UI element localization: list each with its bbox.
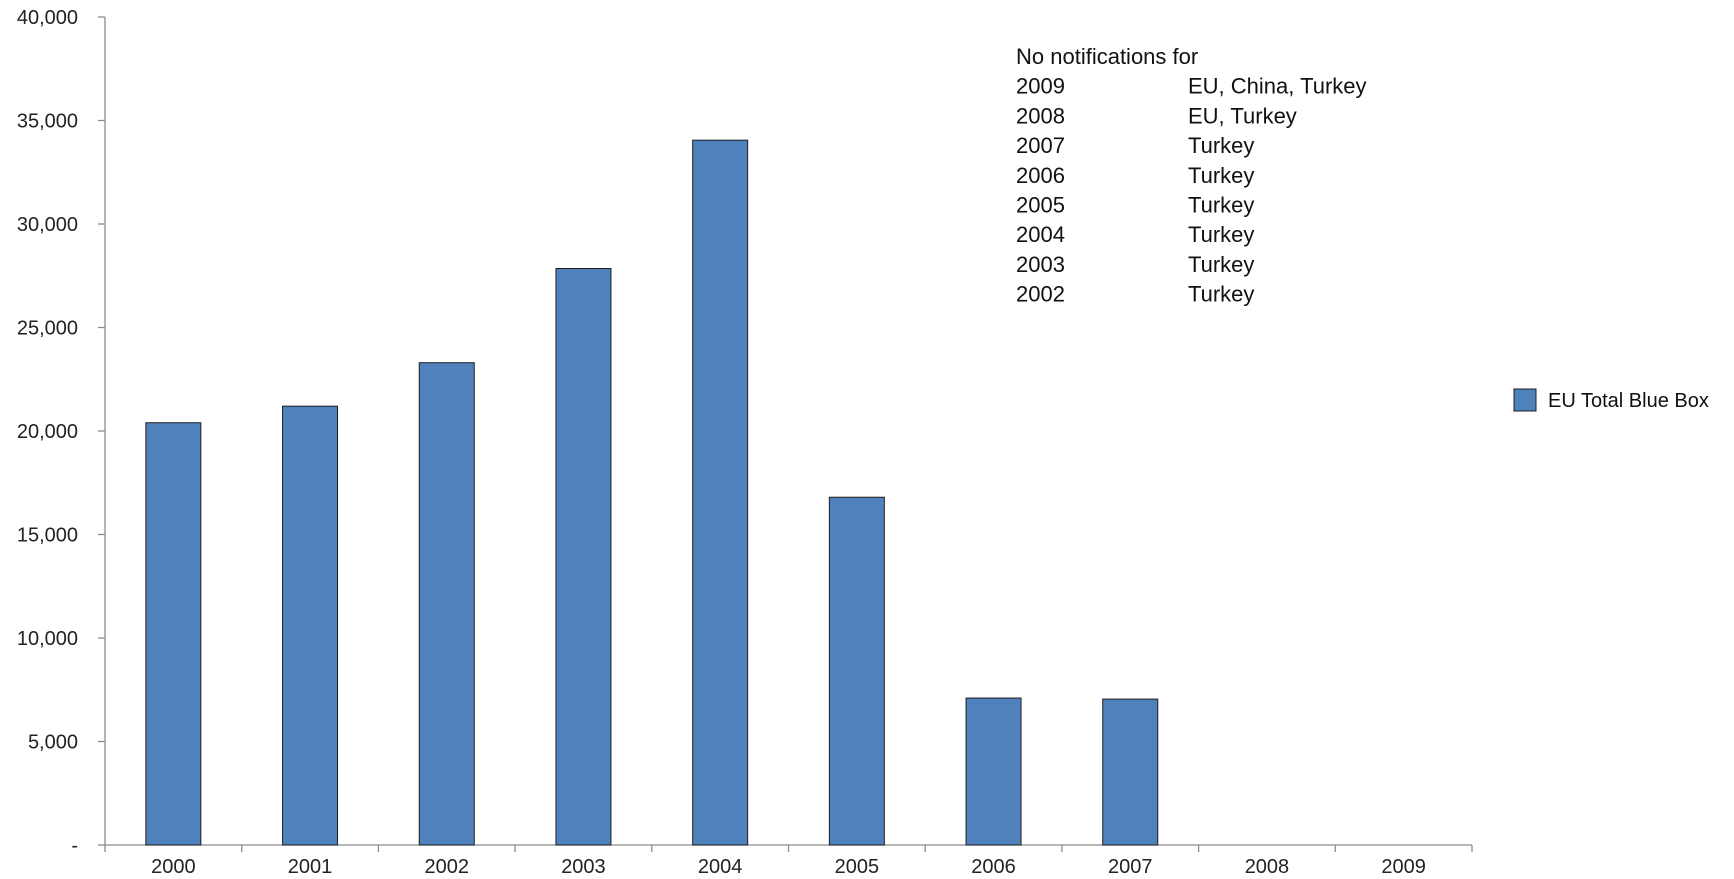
annotation-parties: EU, China, Turkey <box>1188 74 1367 99</box>
y-tick-label: 25,000 <box>17 318 78 340</box>
x-tick-label: 2002 <box>425 856 470 878</box>
bar-2000 <box>145 422 202 846</box>
annotation-parties: Turkey <box>1188 163 1254 188</box>
y-tick-label: 20,000 <box>17 421 78 443</box>
annotation-parties: Turkey <box>1188 252 1254 277</box>
legend: EU Total Blue Box <box>1513 388 1709 412</box>
annotation-year: 2008 <box>1016 103 1065 128</box>
bar-series <box>145 139 1159 846</box>
annotation-year: 2007 <box>1016 133 1065 158</box>
bar-2003 <box>555 268 612 846</box>
x-tick-label: 2009 <box>1381 856 1426 878</box>
bar-2005 <box>828 496 885 846</box>
annotation-parties: Turkey <box>1188 222 1254 247</box>
annotation-year: 2006 <box>1016 163 1065 188</box>
y-tick-label: - <box>71 835 78 857</box>
legend-label: EU Total Blue Box <box>1548 390 1709 412</box>
x-tick-label: 2005 <box>835 856 880 878</box>
bar-2004 <box>692 139 749 846</box>
legend-swatch <box>1513 388 1537 412</box>
annotation-parties: Turkey <box>1188 193 1254 218</box>
bar-2007 <box>1102 698 1159 846</box>
x-tick-label: 2008 <box>1245 856 1290 878</box>
annotation-year: 2003 <box>1016 252 1065 277</box>
bar-2001 <box>282 405 339 846</box>
annotation-parties: EU, Turkey <box>1188 103 1297 128</box>
annotation-year: 2004 <box>1016 222 1065 247</box>
notification-annotation: No notifications for 2009 EU, China, Turke… <box>1016 44 1367 307</box>
annotation-parties: Turkey <box>1188 282 1254 307</box>
y-tick-label: 5,000 <box>28 732 78 754</box>
x-tick-label: 2003 <box>561 856 606 878</box>
y-axis: - 5,000 10,000 15,000 20,000 25,000 30,000 35,0… <box>17 7 106 857</box>
bar-2002 <box>418 362 475 846</box>
x-tick-label: 2007 <box>1108 856 1153 878</box>
y-tick-label: 10,000 <box>17 628 78 650</box>
annotation-year: 2005 <box>1016 193 1065 218</box>
x-tick-label: 2000 <box>151 856 196 878</box>
y-tick-label: 15,000 <box>17 525 78 547</box>
annotation-parties: Turkey <box>1188 133 1254 158</box>
x-tick-label: 2001 <box>288 856 333 878</box>
annotation-year: 2002 <box>1016 282 1065 307</box>
x-tick-label: 2004 <box>698 856 743 878</box>
annotation-year: 2009 <box>1016 74 1065 99</box>
x-tick-label: 2006 <box>971 856 1016 878</box>
y-tick-label: 30,000 <box>17 214 78 236</box>
y-tick-label: 35,000 <box>17 111 78 133</box>
annotation-heading: No notifications for <box>1016 44 1198 69</box>
y-tick-label: 40,000 <box>17 7 78 29</box>
bar-2006 <box>965 697 1022 846</box>
x-axis: 2000 2001 2002 2003 2004 2005 2006 2007 2008 2009 <box>104 844 1473 878</box>
